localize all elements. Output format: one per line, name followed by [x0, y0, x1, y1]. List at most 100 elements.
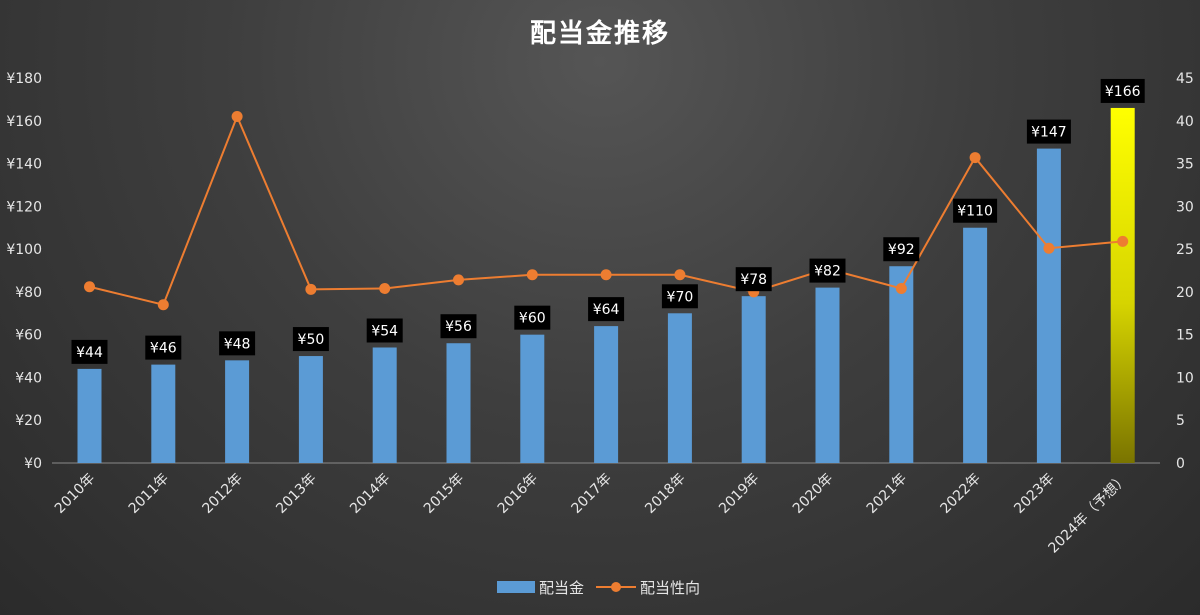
line-point	[1043, 242, 1055, 254]
line-point	[379, 282, 391, 294]
y-left-tick-label: ¥180	[6, 71, 42, 87]
chart-title: 配当金推移	[530, 18, 670, 49]
data-label: ¥82	[809, 258, 846, 283]
y-right-tick-label: 20	[1176, 285, 1194, 301]
line-point	[157, 299, 169, 311]
data-label-box	[1026, 119, 1071, 144]
y-right-tick-label: 15	[1176, 328, 1194, 344]
data-label-box	[71, 339, 108, 364]
data-label-text: ¥82	[814, 264, 841, 280]
line-point	[231, 111, 243, 122]
y-axis-right: 0 5 10 15 20 25 30 35 40 45	[1176, 71, 1194, 472]
line-point	[526, 269, 538, 281]
x-tick-label: 2012年	[200, 471, 246, 517]
x-tick-label: 2021年	[864, 471, 910, 517]
y-left-tick-label: ¥20	[15, 413, 42, 429]
y-axis-left: ¥0 ¥20 ¥40 ¥60 ¥80 ¥100 ¥120 ¥140 ¥160 ¥180	[6, 71, 42, 472]
y-left-tick-label: ¥60	[15, 328, 42, 344]
data-label-box	[661, 284, 698, 309]
x-tick-label: 2015年	[421, 471, 467, 517]
x-tick-label: 2023年	[1011, 471, 1057, 517]
data-label-text: ¥54	[371, 324, 398, 340]
bar	[667, 313, 692, 463]
data-label-box	[1100, 78, 1145, 103]
data-label: ¥70	[661, 284, 698, 309]
x-tick-label: 2011年	[126, 471, 172, 517]
data-label-text: ¥60	[519, 311, 546, 327]
bar	[151, 364, 176, 463]
line-point	[600, 269, 612, 281]
x-tick-label: 2016年	[495, 471, 541, 517]
data-label-box	[292, 327, 329, 352]
data-label-text: ¥110	[957, 204, 993, 220]
data-label-box	[953, 198, 998, 223]
data-label-text: ¥56	[445, 319, 472, 335]
bar-series	[77, 107, 1135, 464]
data-label-text: ¥70	[667, 289, 694, 305]
legend-label-bar: 配当金	[539, 579, 584, 597]
bar	[741, 296, 766, 463]
line-point	[1117, 235, 1129, 247]
data-label: ¥56	[440, 314, 477, 339]
y-left-tick-label: ¥160	[6, 114, 42, 130]
data-label-box	[809, 258, 846, 283]
x-tick-label: 2018年	[642, 471, 688, 517]
bar	[963, 227, 988, 463]
bar	[815, 287, 840, 463]
data-label-box	[219, 331, 256, 356]
data-label-box	[514, 305, 551, 330]
data-label-text: ¥44	[76, 345, 103, 361]
data-label-box	[145, 335, 182, 360]
y-left-tick-label: ¥140	[6, 157, 42, 173]
y-left-tick-label: ¥100	[6, 242, 42, 258]
data-label: ¥78	[735, 267, 772, 292]
data-label: ¥64	[588, 297, 625, 322]
bar	[446, 343, 471, 463]
x-tick-label: 2019年	[716, 471, 762, 517]
y-right-tick-label: 5	[1176, 413, 1185, 429]
bar	[889, 266, 914, 463]
bar	[520, 334, 545, 463]
data-label-box	[883, 237, 920, 262]
bar	[1036, 148, 1061, 464]
y-right-tick-label: 10	[1176, 370, 1194, 386]
bar	[298, 356, 323, 463]
chart-legend: 配当金 配当性向	[497, 579, 700, 597]
legend-swatch-bar	[497, 581, 535, 593]
y-right-tick-label: 45	[1176, 71, 1194, 87]
data-label: ¥48	[219, 331, 256, 356]
data-label-box	[366, 318, 403, 343]
bar	[372, 347, 397, 463]
x-axis-ticks: 2010年 2011年 2012年 2013年 2014年 2015年 2016年 2017年…	[52, 471, 1132, 557]
legend-label-line: 配当性向	[640, 579, 700, 597]
line-point	[305, 283, 317, 295]
data-label-text: ¥46	[150, 341, 177, 357]
x-tick-label: 2020年	[790, 471, 836, 517]
data-label-text: ¥92	[888, 242, 915, 258]
line-point	[453, 274, 464, 286]
bar	[77, 368, 102, 463]
data-label-text: ¥78	[740, 272, 767, 288]
line-point	[969, 152, 981, 164]
y-right-tick-label: 0	[1176, 456, 1185, 472]
y-left-tick-label: ¥120	[6, 199, 42, 215]
x-tick-label: 2022年	[938, 471, 984, 517]
y-left-tick-label: ¥0	[24, 456, 42, 472]
x-tick-label: 2024年（予想）	[1046, 471, 1132, 557]
y-right-tick-label: 40	[1176, 114, 1194, 130]
bar-data-labels: ¥44 ¥46 ¥48 ¥50 ¥54 ¥56 ¥60 ¥64 ¥70 ¥78 ¥82 ¥92 ¥110…	[71, 78, 1145, 364]
line-point	[895, 282, 907, 294]
y-right-tick-label: 35	[1176, 157, 1194, 173]
data-label-text: ¥147	[1031, 125, 1067, 141]
legend-swatch-marker	[611, 582, 621, 592]
x-tick-label: 2010年	[52, 471, 98, 517]
bar	[225, 360, 250, 463]
x-tick-label: 2013年	[273, 471, 319, 517]
data-label-box	[735, 267, 772, 292]
y-right-tick-label: 30	[1176, 199, 1194, 215]
bar	[594, 326, 619, 463]
line-point	[84, 281, 95, 293]
data-label-text: ¥48	[224, 336, 251, 352]
bar-forecast	[1110, 107, 1135, 463]
